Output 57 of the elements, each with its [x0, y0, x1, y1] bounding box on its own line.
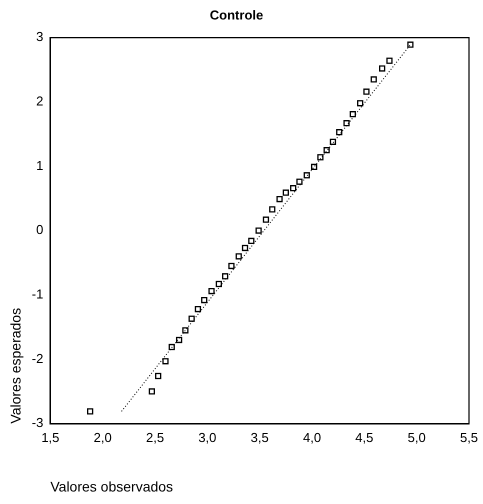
point [148, 388, 156, 395]
point [304, 172, 310, 178]
point [282, 190, 289, 196]
y-tick-label: 3 [36, 29, 44, 44]
point [222, 273, 228, 280]
point [236, 253, 242, 260]
point [363, 88, 370, 95]
point [357, 100, 364, 106]
point [194, 306, 202, 312]
x-tick-label: 5,5 [460, 430, 478, 445]
x-tick-label: 4,5 [355, 430, 374, 445]
point [155, 372, 162, 380]
point [343, 120, 350, 126]
point [176, 336, 182, 344]
point [317, 154, 324, 160]
point [330, 138, 336, 145]
point [310, 164, 318, 170]
point [256, 227, 262, 234]
point [248, 238, 254, 244]
point [336, 129, 342, 136]
x-tick-label: 3,0 [198, 430, 216, 445]
x-tick-label: 2,5 [146, 430, 164, 445]
point [228, 262, 235, 270]
y-tick-label: 2 [36, 94, 44, 109]
point [216, 280, 222, 288]
point [386, 58, 393, 64]
point [407, 42, 414, 48]
point [182, 327, 188, 334]
point [162, 358, 169, 364]
y-tick-label: -1 [32, 286, 44, 302]
y-tick-label: 0 [36, 222, 44, 238]
x-tick-label: 5,0 [408, 430, 426, 445]
chart-title: Controle [210, 7, 264, 22]
point [350, 111, 356, 118]
point [379, 65, 386, 72]
x-tick-label: 4,0 [302, 430, 322, 445]
point [276, 196, 283, 202]
point [296, 178, 303, 185]
y-tick-label: -2 [32, 350, 44, 366]
point [324, 147, 330, 154]
point [208, 288, 215, 294]
y-tick-label: 1 [36, 158, 44, 173]
point [290, 185, 296, 192]
point [201, 296, 208, 304]
point [242, 244, 248, 252]
x-tick-label: 3,5 [250, 430, 269, 445]
point [188, 316, 195, 322]
point [370, 76, 377, 83]
x-tick-label: 2,0 [94, 430, 112, 445]
x-axis-title: Valores observados [50, 478, 174, 494]
point [262, 216, 270, 223]
point [269, 206, 276, 212]
y-tick-label: -3 [32, 415, 44, 430]
y-axis-title: Valores esperados [7, 308, 24, 424]
x-tick-label: 1,5 [41, 430, 60, 445]
point [168, 344, 175, 350]
point [87, 408, 94, 414]
